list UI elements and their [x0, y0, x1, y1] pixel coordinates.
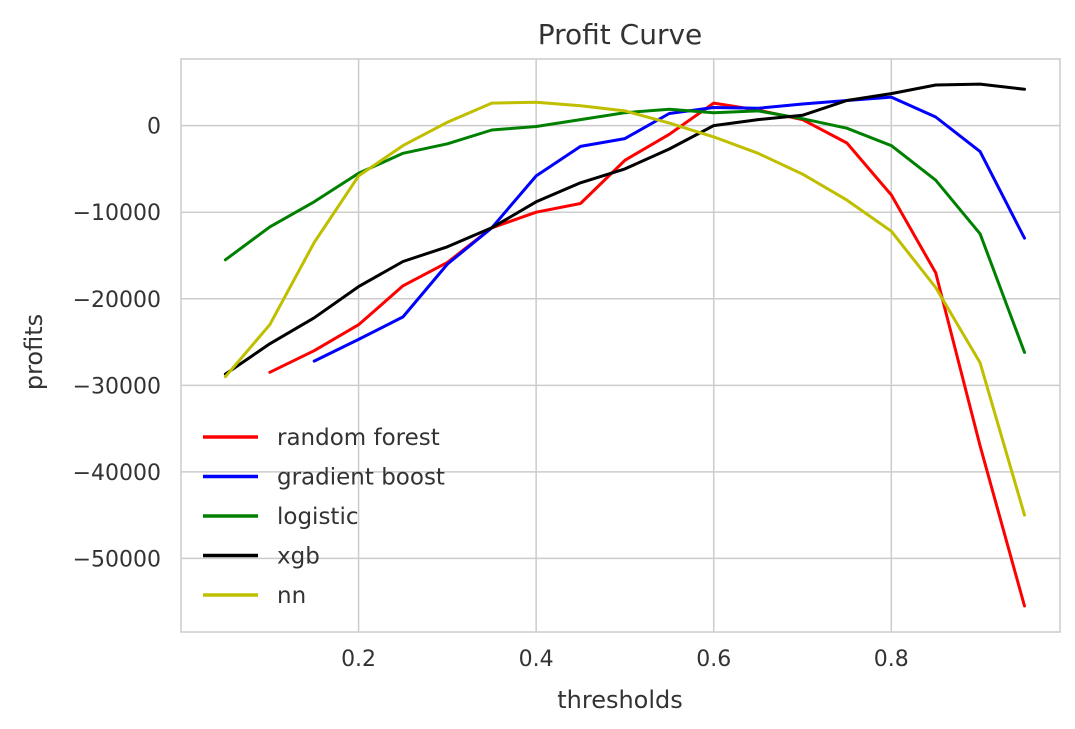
plot-frame: [180, 58, 1061, 633]
x-tick-label: 0.8: [874, 647, 909, 672]
x-axis-label: thresholds: [557, 686, 683, 714]
grid: [181, 59, 1060, 632]
y-tick-label: 0: [147, 115, 161, 140]
y-tick-label: −30000: [73, 374, 161, 399]
legend-label: logistic: [277, 504, 359, 530]
legend-label: random forest: [277, 425, 440, 451]
series-line-random-forest: [268, 101, 1026, 608]
y-tick-label: −50000: [73, 547, 161, 572]
legend: random forest gradient boost logistic xgb nn: [203, 425, 445, 609]
chart-title: Profit Curve: [538, 18, 703, 51]
x-tick-label: 0.4: [519, 647, 554, 672]
y-tick-label: −20000: [73, 288, 161, 313]
series-lines: [223, 82, 1026, 608]
series-line-gradient-boost: [312, 95, 1026, 363]
plot-background: [181, 59, 1060, 632]
series-line-nn: [223, 100, 1026, 517]
legend-label: nn: [277, 583, 306, 609]
y-tick-label: −40000: [73, 461, 161, 486]
y-tick-label: −10000: [73, 201, 161, 226]
y-axis-label: profits: [20, 314, 48, 390]
legend-label: gradient boost: [277, 465, 445, 491]
series-line-logistic: [223, 107, 1026, 354]
series-line-xgb: [223, 82, 1026, 376]
tick-labels: 0.2 0.4 0.6 0.8 0 −10000 −20000 −30000 −40000 −50…: [73, 115, 909, 672]
legend-label: xgb: [277, 544, 320, 570]
x-tick-label: 0.2: [341, 647, 376, 672]
x-tick-label: 0.6: [696, 647, 731, 672]
